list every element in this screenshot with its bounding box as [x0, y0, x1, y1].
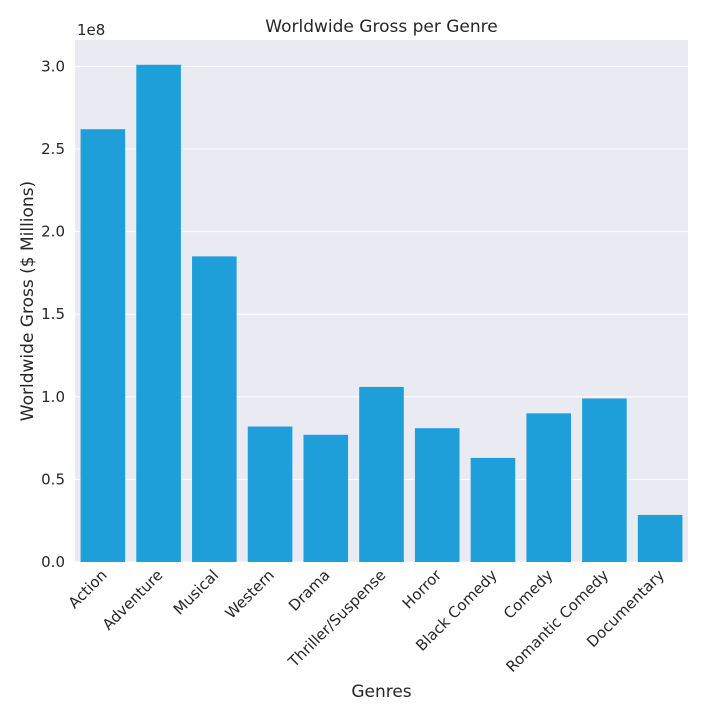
bar-thriller-suspense — [359, 386, 404, 562]
bar-comedy — [526, 413, 571, 562]
bar-action — [80, 129, 126, 563]
y-tick-labels: 0.0 0.5 1.0 1.5 2.0 2.5 3.0 — [41, 57, 65, 571]
bar-adventure — [136, 64, 181, 563]
y-tick-label: 2.0 — [41, 223, 65, 241]
bar-documentary — [637, 514, 683, 562]
x-tick-label: Adventure — [99, 566, 167, 634]
y-tick-label: 1.0 — [41, 388, 65, 406]
bars — [80, 64, 683, 563]
y-axis-title: Worldwide Gross ($ Millions) — [18, 181, 38, 421]
bar-romantic-comedy — [582, 398, 627, 562]
y-tick-label: 0.0 — [41, 553, 65, 571]
y-axis-offset-label: 1e8 — [77, 21, 105, 39]
x-tick-label: Musical — [170, 566, 222, 618]
bar-drama — [303, 434, 349, 562]
x-tick-label: Western — [222, 566, 278, 622]
y-tick-label: 3.0 — [41, 57, 65, 75]
x-tick-label: Action — [65, 566, 111, 612]
chart-title: Worldwide Gross per Genre — [265, 17, 497, 37]
y-tick-label: 1.5 — [41, 305, 65, 323]
bar-black-comedy — [470, 457, 516, 562]
x-tick-label: Comedy — [500, 566, 557, 623]
x-tick-label: Horror — [399, 566, 446, 613]
bar-musical — [192, 256, 237, 562]
x-tick-label: Drama — [285, 566, 334, 615]
bar-western — [247, 426, 293, 562]
x-tick-label: Romantic Comedy — [502, 566, 612, 676]
y-tick-label: 2.5 — [41, 140, 65, 158]
x-tick-label: Thriller/Suspense — [284, 566, 389, 671]
x-axis-title: Genres — [351, 682, 411, 702]
bar-horror — [414, 428, 460, 562]
y-tick-label: 0.5 — [41, 470, 65, 488]
